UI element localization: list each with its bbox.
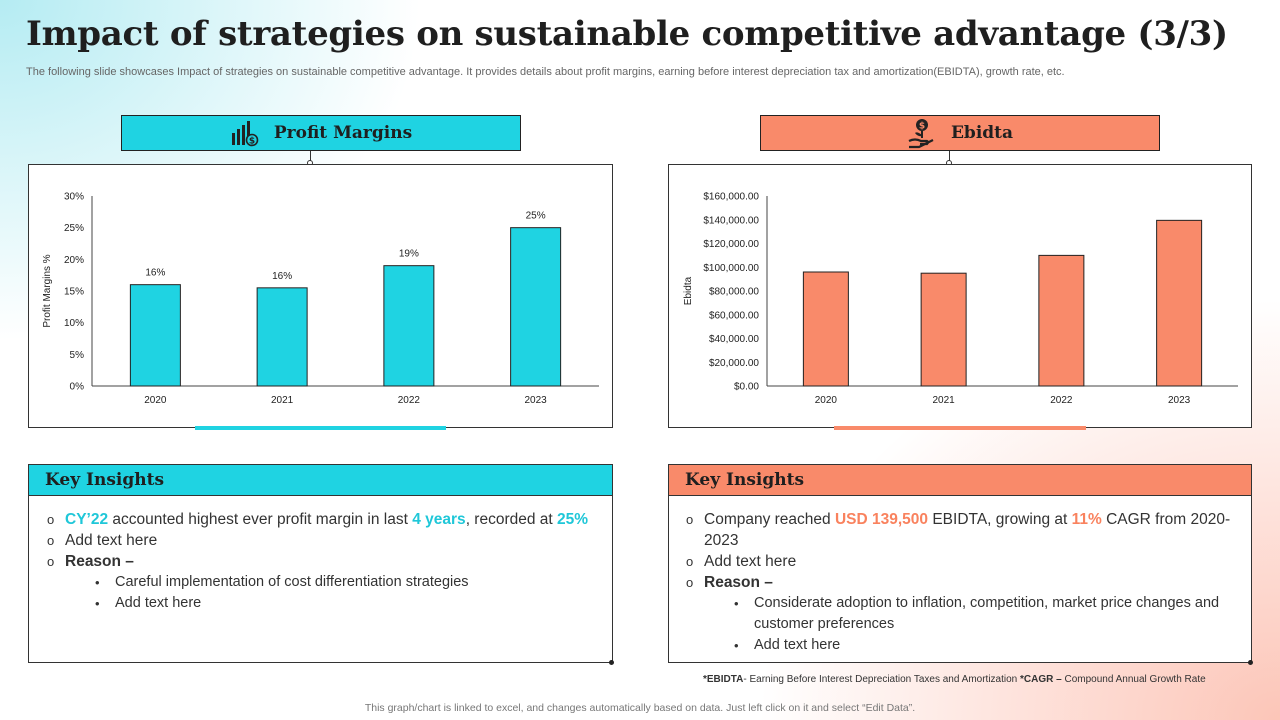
profit-margins-y-tick-label: 25%: [64, 223, 84, 234]
ebidta-x-tick-label: 2023: [1168, 395, 1191, 406]
right-insight-1-text-c: CAGR from 2020-2023: [704, 511, 1231, 549]
profit-margins-header: $ Profit Margins: [121, 115, 521, 151]
left-insight-1-pct: 25%: [557, 511, 589, 528]
ebidta-y-tick-label: $80,000.00: [709, 287, 759, 298]
ebidta-y-tick-label: $60,000.00: [709, 310, 759, 321]
ebidta-header-label: Ebidta: [950, 123, 1014, 143]
profit-margins-y-tick-label: 20%: [64, 255, 84, 266]
ebidta-chart: $0.00 $20,000.00 $40,000.00 $60,000.00 $80,0…: [668, 164, 1252, 428]
footnote-ebidta-def: - Earning Before Interest Depreciation T…: [743, 674, 1021, 685]
ebidta-bar-2023: [1156, 219, 1203, 387]
right-accent-bar: [834, 426, 1086, 430]
ebidta-bar-2022: [1038, 254, 1085, 387]
profit-margins-y-tick-label: 10%: [64, 318, 84, 329]
profit-margins-x-tick-label: 2020: [144, 395, 167, 406]
right-insight-1-text-a: Company reached: [704, 511, 835, 528]
left-reason-sub-2: • Add text here: [47, 593, 607, 614]
ebidta-x-tick-label: 2022: [1050, 395, 1073, 406]
left-reason-sub-1: • Careful implementation of cost differen…: [47, 572, 607, 593]
profit-margins-data-label: 19%: [399, 249, 419, 260]
left-accent-bar: [195, 426, 446, 430]
left-insight-1-text-b: , recorded at: [465, 511, 558, 528]
left-reason-sub-2-text: Add text here: [115, 595, 202, 611]
bar-chart-dollar-icon: $: [230, 119, 260, 147]
left-insight-2-text: Add text here: [65, 532, 158, 549]
profit-margins-header-label: Profit Margins: [273, 123, 413, 143]
right-insight-2-text: Add text here: [704, 553, 797, 570]
ebidta-x-tick-label: 2020: [815, 395, 838, 406]
right-insight-2: o Add text here: [686, 553, 797, 570]
left-insight-1: o CY’22 accounted highest ever profit ma…: [47, 511, 589, 528]
right-connector: [949, 151, 950, 162]
footnote: *EBIDTA- Earning Before Interest Depreci…: [703, 674, 1206, 685]
ebidta-chart-svg: $0.00 $20,000.00 $40,000.00 $60,000.00 $80,0…: [683, 192, 1238, 406]
left-reason-label: Reason –: [65, 553, 134, 570]
profit-margins-chart: 0% 5% 10% 15% 20% 25% 30% Profit Margins % 2020 1…: [28, 164, 613, 428]
left-reason-sub-1-text: Careful implementation of cost different…: [115, 574, 469, 590]
profit-margins-chart-svg: 0% 5% 10% 15% 20% 25% 30% Profit Margins % 2020 1…: [42, 192, 599, 406]
profit-margins-data-label: 16%: [272, 271, 292, 282]
right-reason-sub-1: • Considerate adoption to inflation, comp…: [686, 593, 1231, 635]
ebidta-x-tick-label: 2021: [933, 395, 956, 406]
profit-margins-x-tick-label: 2022: [398, 395, 421, 406]
ebidta-y-axis-title: Ebidta: [683, 276, 694, 305]
right-reason: o Reason –: [686, 574, 773, 591]
ebidta-y-tick-label: $100,000.00: [703, 263, 759, 274]
profit-margins-data-label: 25%: [526, 211, 546, 222]
ebidta-y-tick-label: $120,000.00: [703, 239, 759, 250]
ebidta-y-tick-label: $40,000.00: [709, 334, 759, 345]
left-connector: [310, 151, 311, 162]
profit-margins-data-label: 16%: [145, 268, 165, 279]
svg-text:$: $: [249, 137, 255, 147]
left-insight-1-year: CY’22: [65, 511, 109, 528]
right-insights-list: o Company reached USD 139,500 EBIDTA, gr…: [686, 509, 1231, 656]
right-insight-1-usd: USD 139,500: [834, 511, 929, 528]
left-insights-title: Key Insights: [28, 464, 613, 496]
right-box-end-dot: [1248, 660, 1253, 665]
right-insight-1-text-b: EBIDTA, growing at: [928, 511, 1072, 528]
hand-plant-money-icon: $: [907, 117, 937, 149]
left-insight-1-text-a: accounted highest ever profit margin in …: [108, 511, 413, 528]
ebidta-y-tick-label: $20,000.00: [709, 358, 759, 369]
profit-margins-bar-2022: [383, 265, 435, 387]
bottom-note: This graph/chart is linked to excel, and…: [364, 702, 916, 714]
left-insights-box: [28, 496, 613, 663]
right-reason-sub-1-text: Considerate adoption to inflation, compe…: [754, 595, 1220, 632]
ebidta-header: $ Ebidta: [760, 115, 1160, 151]
left-insight-1-years: 4 years: [412, 511, 466, 528]
right-insight-1: o Company reached USD 139,500 EBIDTA, gr…: [686, 511, 1231, 549]
right-reason-label: Reason –: [704, 574, 773, 591]
right-insights-box: [668, 496, 1252, 663]
ebidta-y-tick-label: $160,000.00: [703, 192, 759, 203]
ebidta-bar-2021: [920, 272, 967, 387]
right-insights-title: Key Insights: [668, 464, 1252, 496]
right-insight-1-pct: 11%: [1071, 511, 1102, 528]
profit-margins-y-tick-label: 15%: [64, 287, 84, 298]
left-box-end-dot: [609, 660, 614, 665]
ebidta-y-tick-label: $0.00: [734, 382, 759, 393]
footnote-ebidta-key: *EBIDTA: [703, 674, 744, 685]
profit-margins-y-tick-label: 0%: [70, 382, 85, 393]
footnote-cagr-def: Compound Annual Growth Rate: [1061, 674, 1206, 685]
footnote-cagr-key: *CAGR –: [1020, 674, 1062, 685]
profit-margins-x-tick-label: 2023: [525, 395, 548, 406]
profit-margins-bar-2020: [129, 284, 181, 387]
page-subtitle: The following slide showcases Impact of …: [26, 66, 1065, 78]
profit-margins-bar-2023: [510, 227, 562, 387]
right-reason-sub-2-text: Add text here: [754, 637, 841, 653]
left-reason: o Reason –: [47, 553, 134, 570]
ebidta-bar-2020: [802, 271, 849, 387]
page-title: Impact of strategies on sustainable comp…: [26, 14, 1228, 54]
profit-margins-y-tick-label: 30%: [64, 192, 84, 203]
left-insights-list: o CY’22 accounted highest ever profit ma…: [47, 509, 607, 614]
profit-margins-y-tick-label: 5%: [70, 350, 85, 361]
left-insight-2: o Add text here: [47, 532, 158, 549]
ebidta-y-tick-label: $140,000.00: [703, 215, 759, 226]
svg-text:$: $: [919, 122, 925, 132]
profit-margins-x-tick-label: 2021: [271, 395, 294, 406]
profit-margins-bar-2021: [256, 287, 308, 387]
right-reason-sub-2: • Add text here: [686, 635, 1231, 656]
profit-margins-y-axis-title: Profit Margins %: [42, 254, 53, 327]
